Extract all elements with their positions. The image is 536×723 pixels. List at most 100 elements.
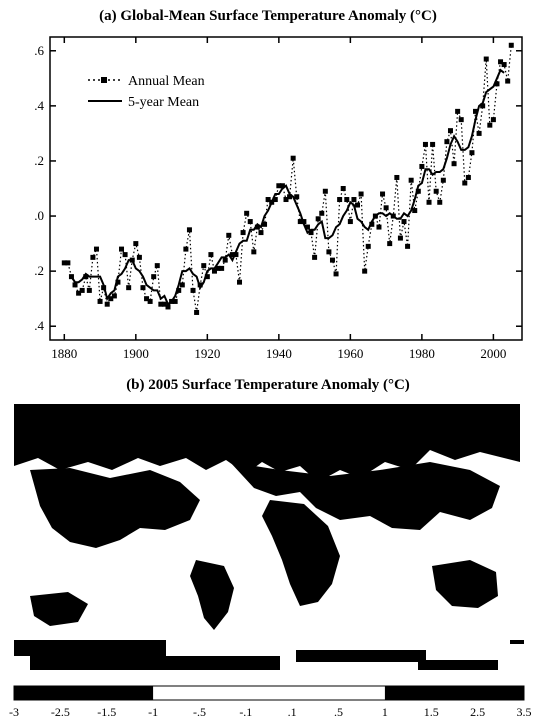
annual-mean-point xyxy=(304,224,310,230)
annual-mean-point xyxy=(122,252,128,258)
annual-mean-point xyxy=(408,177,414,183)
annual-mean-point xyxy=(415,188,421,194)
annual-mean-point xyxy=(204,274,210,280)
annual-mean-point xyxy=(86,287,92,293)
colorbar xyxy=(13,685,525,701)
annual-mean-point xyxy=(133,241,139,247)
colorbar-label: 1 xyxy=(382,705,388,719)
map-region-southern-ocean-west xyxy=(14,640,166,656)
colorbar-segment xyxy=(384,686,432,700)
annual-mean-point xyxy=(333,271,339,277)
map-region-north-america xyxy=(30,468,200,548)
annual-mean-point xyxy=(279,183,285,189)
annual-mean-point xyxy=(179,282,185,288)
colorbar-segment xyxy=(153,686,200,700)
y-tick-label: .0 xyxy=(34,208,44,223)
y-tick-label: .2 xyxy=(34,153,44,168)
annual-mean-point xyxy=(258,230,264,236)
annual-mean-point xyxy=(501,62,507,68)
colorbar-label: -.5 xyxy=(193,705,206,719)
temperature-anomaly-chart: 1880 1900 1920 1940 1960 1980 2000 .4 .2 .0 .2 .4 .6… xyxy=(34,36,523,361)
annual-mean-point xyxy=(355,202,361,208)
annual-mean-point xyxy=(480,103,486,109)
x-tick-label: 2000 xyxy=(480,346,506,361)
annual-mean-point xyxy=(229,252,235,258)
annual-mean-point xyxy=(104,301,110,307)
annual-mean-point xyxy=(290,155,296,161)
colorbar-segment xyxy=(199,686,247,700)
five-year-mean-line xyxy=(70,68,505,306)
colorbar-label: 1.5 xyxy=(424,705,439,719)
annual-mean-point xyxy=(83,274,89,280)
annual-mean-point xyxy=(240,230,246,236)
annual-mean-point xyxy=(262,221,268,227)
annual-mean-point xyxy=(154,263,160,269)
annual-mean-point xyxy=(347,219,353,225)
colorbar-labels: -3 -2.5 -1.5 -1 -.5 -.1 .1 .5 1 1.5 2.5 3.5 xyxy=(9,705,532,719)
annual-mean-point xyxy=(362,268,368,274)
annual-mean-point xyxy=(397,235,403,241)
annual-mean-point xyxy=(136,254,142,260)
annual-mean-point xyxy=(251,249,257,255)
x-tick-label: 1880 xyxy=(51,346,77,361)
annual-mean-point xyxy=(462,180,468,186)
annual-mean-point xyxy=(358,191,364,197)
chart-legend: Annual Mean 5-year Mean xyxy=(88,74,205,110)
annual-mean-point xyxy=(208,252,214,258)
annual-mean-point xyxy=(61,260,67,266)
map-region-southern-ocean-mid xyxy=(30,656,280,670)
annual-mean-point xyxy=(272,197,278,203)
colorbar-label: -.1 xyxy=(239,705,252,719)
annual-mean-point xyxy=(297,219,303,225)
colorbar-segment xyxy=(292,686,340,700)
legend-5yr-label: 5-year Mean xyxy=(128,95,199,110)
plot-frame xyxy=(49,36,523,341)
annual-mean-point xyxy=(186,227,192,233)
map-region-eurasia xyxy=(230,462,500,530)
annual-mean-point xyxy=(115,279,121,285)
annual-mean-point xyxy=(76,290,82,296)
annual-mean-point xyxy=(172,298,178,304)
colorbar-segment xyxy=(60,686,108,700)
x-tick-label: 1900 xyxy=(123,346,149,361)
y-tick-label: .2 xyxy=(34,263,44,278)
colorbar-segment xyxy=(431,686,479,700)
annual-mean-point xyxy=(465,174,471,180)
annual-mean-point xyxy=(401,219,407,225)
annual-mean-point xyxy=(237,279,243,285)
colorbar-segment xyxy=(106,686,154,700)
annual-mean-point xyxy=(505,78,511,84)
colorbar-segment xyxy=(477,686,525,700)
annual-mean-point xyxy=(247,219,253,225)
annual-mean-point xyxy=(194,309,200,315)
colorbar-label: 3.5 xyxy=(517,705,532,719)
panel-b-title: (b) 2005 Surface Temperature Anomaly (°C… xyxy=(126,377,410,393)
colorbar-segment xyxy=(338,686,386,700)
annual-mean-point xyxy=(476,130,482,136)
map-region-pacific xyxy=(30,592,88,626)
annual-mean-point xyxy=(79,287,85,293)
annual-mean-point xyxy=(490,117,496,123)
annual-mean-point xyxy=(201,263,207,269)
legend-annual-label: Annual Mean xyxy=(128,74,205,89)
x-tick-label: 1980 xyxy=(409,346,435,361)
legend-annual-marker xyxy=(101,77,107,83)
annual-mean-point xyxy=(294,194,300,200)
annual-mean-point xyxy=(215,265,221,271)
annual-mean-point xyxy=(469,150,475,156)
series-annual-mean xyxy=(61,42,514,315)
annual-mean-point xyxy=(315,216,321,222)
annual-mean-point xyxy=(419,163,425,169)
annual-mean-point xyxy=(308,230,314,236)
annual-mean-point xyxy=(211,268,217,274)
x-tick-label: 1940 xyxy=(266,346,292,361)
colorbar-label: 2.5 xyxy=(470,705,485,719)
map-region-south-america xyxy=(190,560,234,630)
annual-mean-point xyxy=(365,243,371,249)
panel-a-title: (a) Global-Mean Surface Temperature Anom… xyxy=(99,8,437,24)
annual-mean-point xyxy=(312,254,318,260)
map-area xyxy=(14,404,524,670)
annual-mean-point xyxy=(140,285,146,291)
annual-mean-point xyxy=(322,188,328,194)
series-5-year-mean xyxy=(70,68,505,306)
